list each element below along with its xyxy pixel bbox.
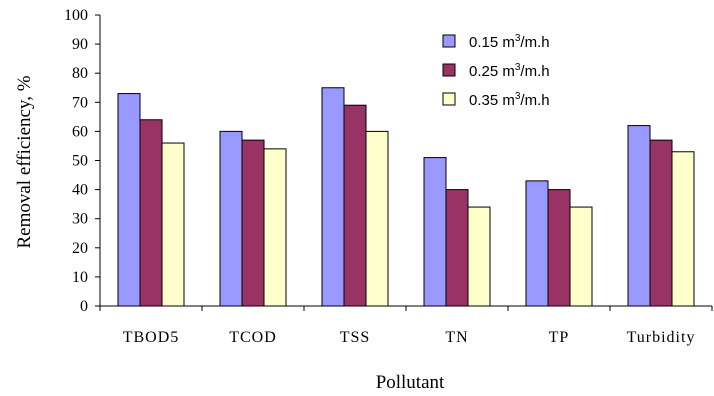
x-tick-label: Turbidity (627, 329, 696, 346)
bar (365, 130, 389, 307)
bar (423, 157, 447, 307)
x-axis-title: Pollutant (376, 372, 445, 393)
x-categories-group: TBOD5 TCOD TSS TN TP Turbidity (99, 306, 713, 346)
legend-swatch (442, 63, 456, 77)
legend: 0.15 m3/m.h 0.25 m3/m.h 0.35 m3/m.h (442, 33, 550, 109)
bar (671, 151, 695, 307)
y-tick-label: 0 (80, 298, 88, 315)
legend-label: 0.15 m3/m.h (469, 33, 550, 51)
bars-group (117, 87, 695, 307)
bar (117, 93, 141, 307)
y-tick-label: 80 (72, 65, 88, 82)
legend-label: 0.35 m3/m.h (469, 91, 550, 109)
bar (139, 119, 163, 307)
y-tick-label: 90 (72, 36, 88, 53)
bar (467, 206, 491, 307)
y-tick-label: 30 (72, 211, 88, 228)
legend-label: 0.25 m3/m.h (469, 62, 550, 80)
bar (321, 87, 345, 307)
bar (263, 148, 287, 307)
x-tick-label: TSS (340, 329, 371, 346)
y-tick-label: 70 (72, 94, 88, 111)
bar (525, 180, 549, 307)
y-axis-title: Removal efficiency, % (14, 75, 35, 248)
axes-group (99, 15, 712, 307)
legend-swatch (442, 92, 456, 106)
bar (161, 142, 185, 307)
bar (343, 104, 367, 307)
y-tick-label: 10 (72, 269, 88, 286)
x-tick-label: TBOD5 (123, 329, 180, 346)
y-tick-label: 100 (64, 7, 88, 24)
bar (649, 139, 673, 307)
y-tick-label: 20 (72, 240, 88, 257)
bar (547, 189, 571, 307)
x-tick-label: TP (549, 329, 570, 346)
bar (445, 189, 469, 307)
x-tick-label: TN (445, 329, 468, 346)
bar (569, 206, 593, 307)
bar (627, 125, 651, 307)
y-tick-label: 50 (72, 153, 88, 170)
y-tick-label: 60 (72, 123, 88, 140)
y-ticks-group: 0 10 20 30 40 50 60 70 80 90 100 (64, 7, 100, 315)
bar (219, 130, 243, 307)
y-tick-label: 40 (72, 182, 88, 199)
x-tick-label: TCOD (229, 329, 277, 346)
bar (241, 139, 265, 307)
legend-swatch (442, 34, 456, 48)
